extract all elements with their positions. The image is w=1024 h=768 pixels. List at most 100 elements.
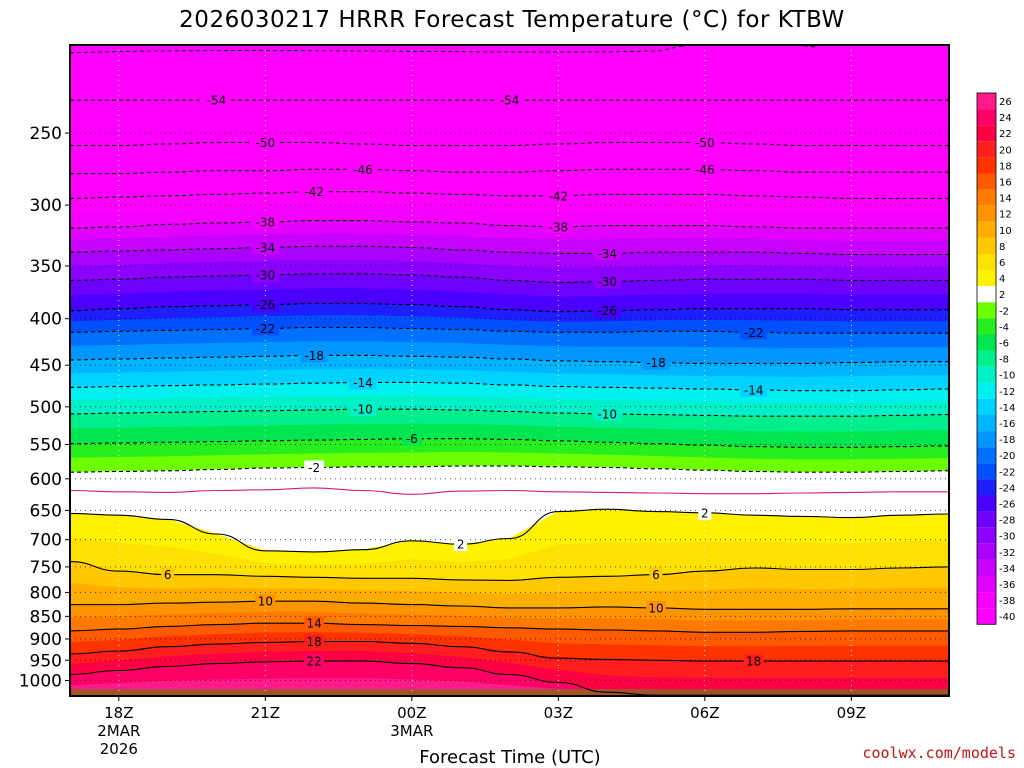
colorbar-swatch <box>977 366 996 383</box>
colorbar-swatch <box>977 221 996 238</box>
colorbar-swatch <box>977 286 996 303</box>
colorbar-label: 10 <box>999 226 1012 237</box>
isotherm-label-bg <box>743 654 764 669</box>
colorbar-label: -36 <box>999 580 1015 591</box>
colorbar-label: -30 <box>999 532 1015 543</box>
isotherm-label-bg <box>454 537 468 552</box>
isotherm-line-18 <box>70 640 949 662</box>
colorbar-label: -18 <box>999 435 1015 446</box>
colorbar-swatch <box>977 527 996 544</box>
isotherm-label-bg <box>593 406 621 421</box>
isotherm-label-bg <box>593 246 621 261</box>
colorbar-label: -8 <box>999 355 1009 366</box>
colorbar-label: -6 <box>999 339 1009 350</box>
isotherm-label: 2 <box>701 506 709 520</box>
colorbar-swatch <box>977 382 996 399</box>
x-tick-label: 06Z <box>690 704 719 722</box>
isotherm-label: -10 <box>353 403 373 417</box>
isotherm-label-bg <box>496 93 523 108</box>
isotherm-label-bg <box>691 162 719 177</box>
colorbar-swatch <box>977 302 996 319</box>
x-tick-label: 09Z <box>837 704 866 722</box>
colorbar-label: 22 <box>999 129 1012 140</box>
colorbar-label: -40 <box>999 612 1015 623</box>
colorbar-swatch <box>977 157 996 174</box>
isotherm-label: -38 <box>549 220 569 234</box>
colorbar-swatch <box>977 495 996 512</box>
y-tick-label: 350 <box>30 257 62 277</box>
isotherm-label: -42 <box>549 189 569 203</box>
colorbar-swatch <box>977 350 996 367</box>
isotherm-label: -50 <box>695 136 715 150</box>
isotherm-label: 6 <box>164 568 172 582</box>
isotherm-label: -18 <box>646 356 666 370</box>
isotherm-top <box>70 45 816 54</box>
colorbar-swatch <box>977 559 996 576</box>
isotherm-label: 6 <box>652 568 660 582</box>
colorbar-label: 20 <box>999 145 1012 156</box>
isotherm-label: -10 <box>597 407 617 421</box>
isotherm-label: -46 <box>695 163 715 177</box>
isotherm-label: 18 <box>746 655 761 669</box>
y-tick-label: 750 <box>30 558 62 578</box>
colorbar-label: 12 <box>999 210 1012 221</box>
x-tick-label: 21Z <box>251 704 280 722</box>
isotherm-label: 10 <box>648 601 663 615</box>
isotherm-label-bg <box>251 267 279 282</box>
y-tick-label: 250 <box>30 124 62 144</box>
colorbar-swatch <box>977 431 996 448</box>
isotherm-label-bg <box>300 184 328 199</box>
colorbar-swatch <box>977 463 996 480</box>
isotherm-line-2 <box>70 508 949 553</box>
colorbar-swatch <box>977 205 996 222</box>
colorbar-swatch <box>977 511 996 528</box>
isotherm-label: -38 <box>256 215 276 229</box>
isotherm-label: 22 <box>307 655 322 669</box>
colorbar-swatch <box>977 447 996 464</box>
colorbar-swatch <box>977 237 996 254</box>
isotherm-label-bg <box>646 600 666 615</box>
isotherm-label-bg <box>251 321 279 336</box>
isotherm-label: -34 <box>256 241 276 255</box>
isotherm-label-bg <box>251 297 279 312</box>
isotherm-line-0 <box>70 487 949 495</box>
isotherm-label-bg <box>740 325 768 340</box>
colorbar-swatch <box>977 543 996 560</box>
y-tick-label: 800 <box>30 583 62 603</box>
credit-text: coolwx.com/models <box>862 744 1016 762</box>
isotherm-label-bg <box>544 219 572 234</box>
isotherm-label-bg <box>401 431 422 446</box>
y-tick-label: 900 <box>30 630 62 650</box>
colorbar-swatch <box>977 415 996 432</box>
isotherm-label: -2 <box>308 461 320 475</box>
x-tick-sublabel: 2026 <box>100 740 138 758</box>
isotherm-label: -54 <box>207 94 227 108</box>
surface-ground <box>70 689 949 696</box>
colorbar-swatch <box>977 141 996 158</box>
colorbar-label: -12 <box>999 387 1015 398</box>
colorbar-swatch <box>977 592 996 609</box>
x-tick-label: 00Z <box>397 704 426 722</box>
isotherm-line-10 <box>70 600 949 610</box>
y-axis-pressure: 250 300 350 400 450 500 550 600 650 700 750 800 850 9… <box>19 124 70 692</box>
isotherm-label-bg <box>161 567 175 582</box>
colorbar-swatch <box>977 398 996 415</box>
isotherm-label-bg <box>649 567 663 582</box>
isotherm-label: -34 <box>597 247 617 261</box>
colorbar-label: -26 <box>999 500 1015 511</box>
y-tick-label: 850 <box>30 607 62 627</box>
isotherm-label: -22 <box>744 326 764 340</box>
colorbar-swatch <box>977 173 996 190</box>
colorbar-swatch <box>977 109 996 126</box>
y-tick-label: 700 <box>30 531 62 551</box>
isotherm-label: -14 <box>353 376 373 390</box>
colorbar-label: 26 <box>999 97 1012 108</box>
colorbar-label: -32 <box>999 548 1015 559</box>
isotherm-label-bg <box>349 402 377 417</box>
colorbar-label: -14 <box>999 403 1015 414</box>
isotherm-line-6 <box>70 561 949 581</box>
y-tick-label: 600 <box>30 470 62 490</box>
isotherm-label: 18 <box>307 635 322 649</box>
